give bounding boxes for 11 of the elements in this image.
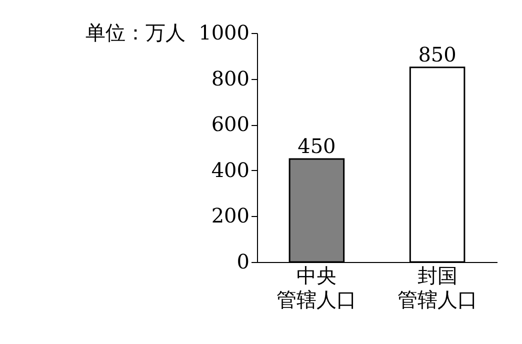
y-tick-label: 0 (236, 250, 250, 274)
y-axis-title: 单位：万人 (86, 20, 186, 44)
x-tick-label: 中央管辖人口 (276, 264, 357, 312)
y-tick-label: 600 (211, 112, 250, 136)
y-tick-label: 800 (211, 66, 250, 90)
data-label: 450 (298, 134, 336, 158)
data-label: 850 (418, 42, 456, 66)
x-tick-label: 封国管辖人口 (397, 264, 478, 312)
y-tick-label: 1000 (198, 20, 250, 44)
y-tick-label: 200 (211, 204, 250, 228)
y-tick-label: 400 (211, 158, 250, 182)
